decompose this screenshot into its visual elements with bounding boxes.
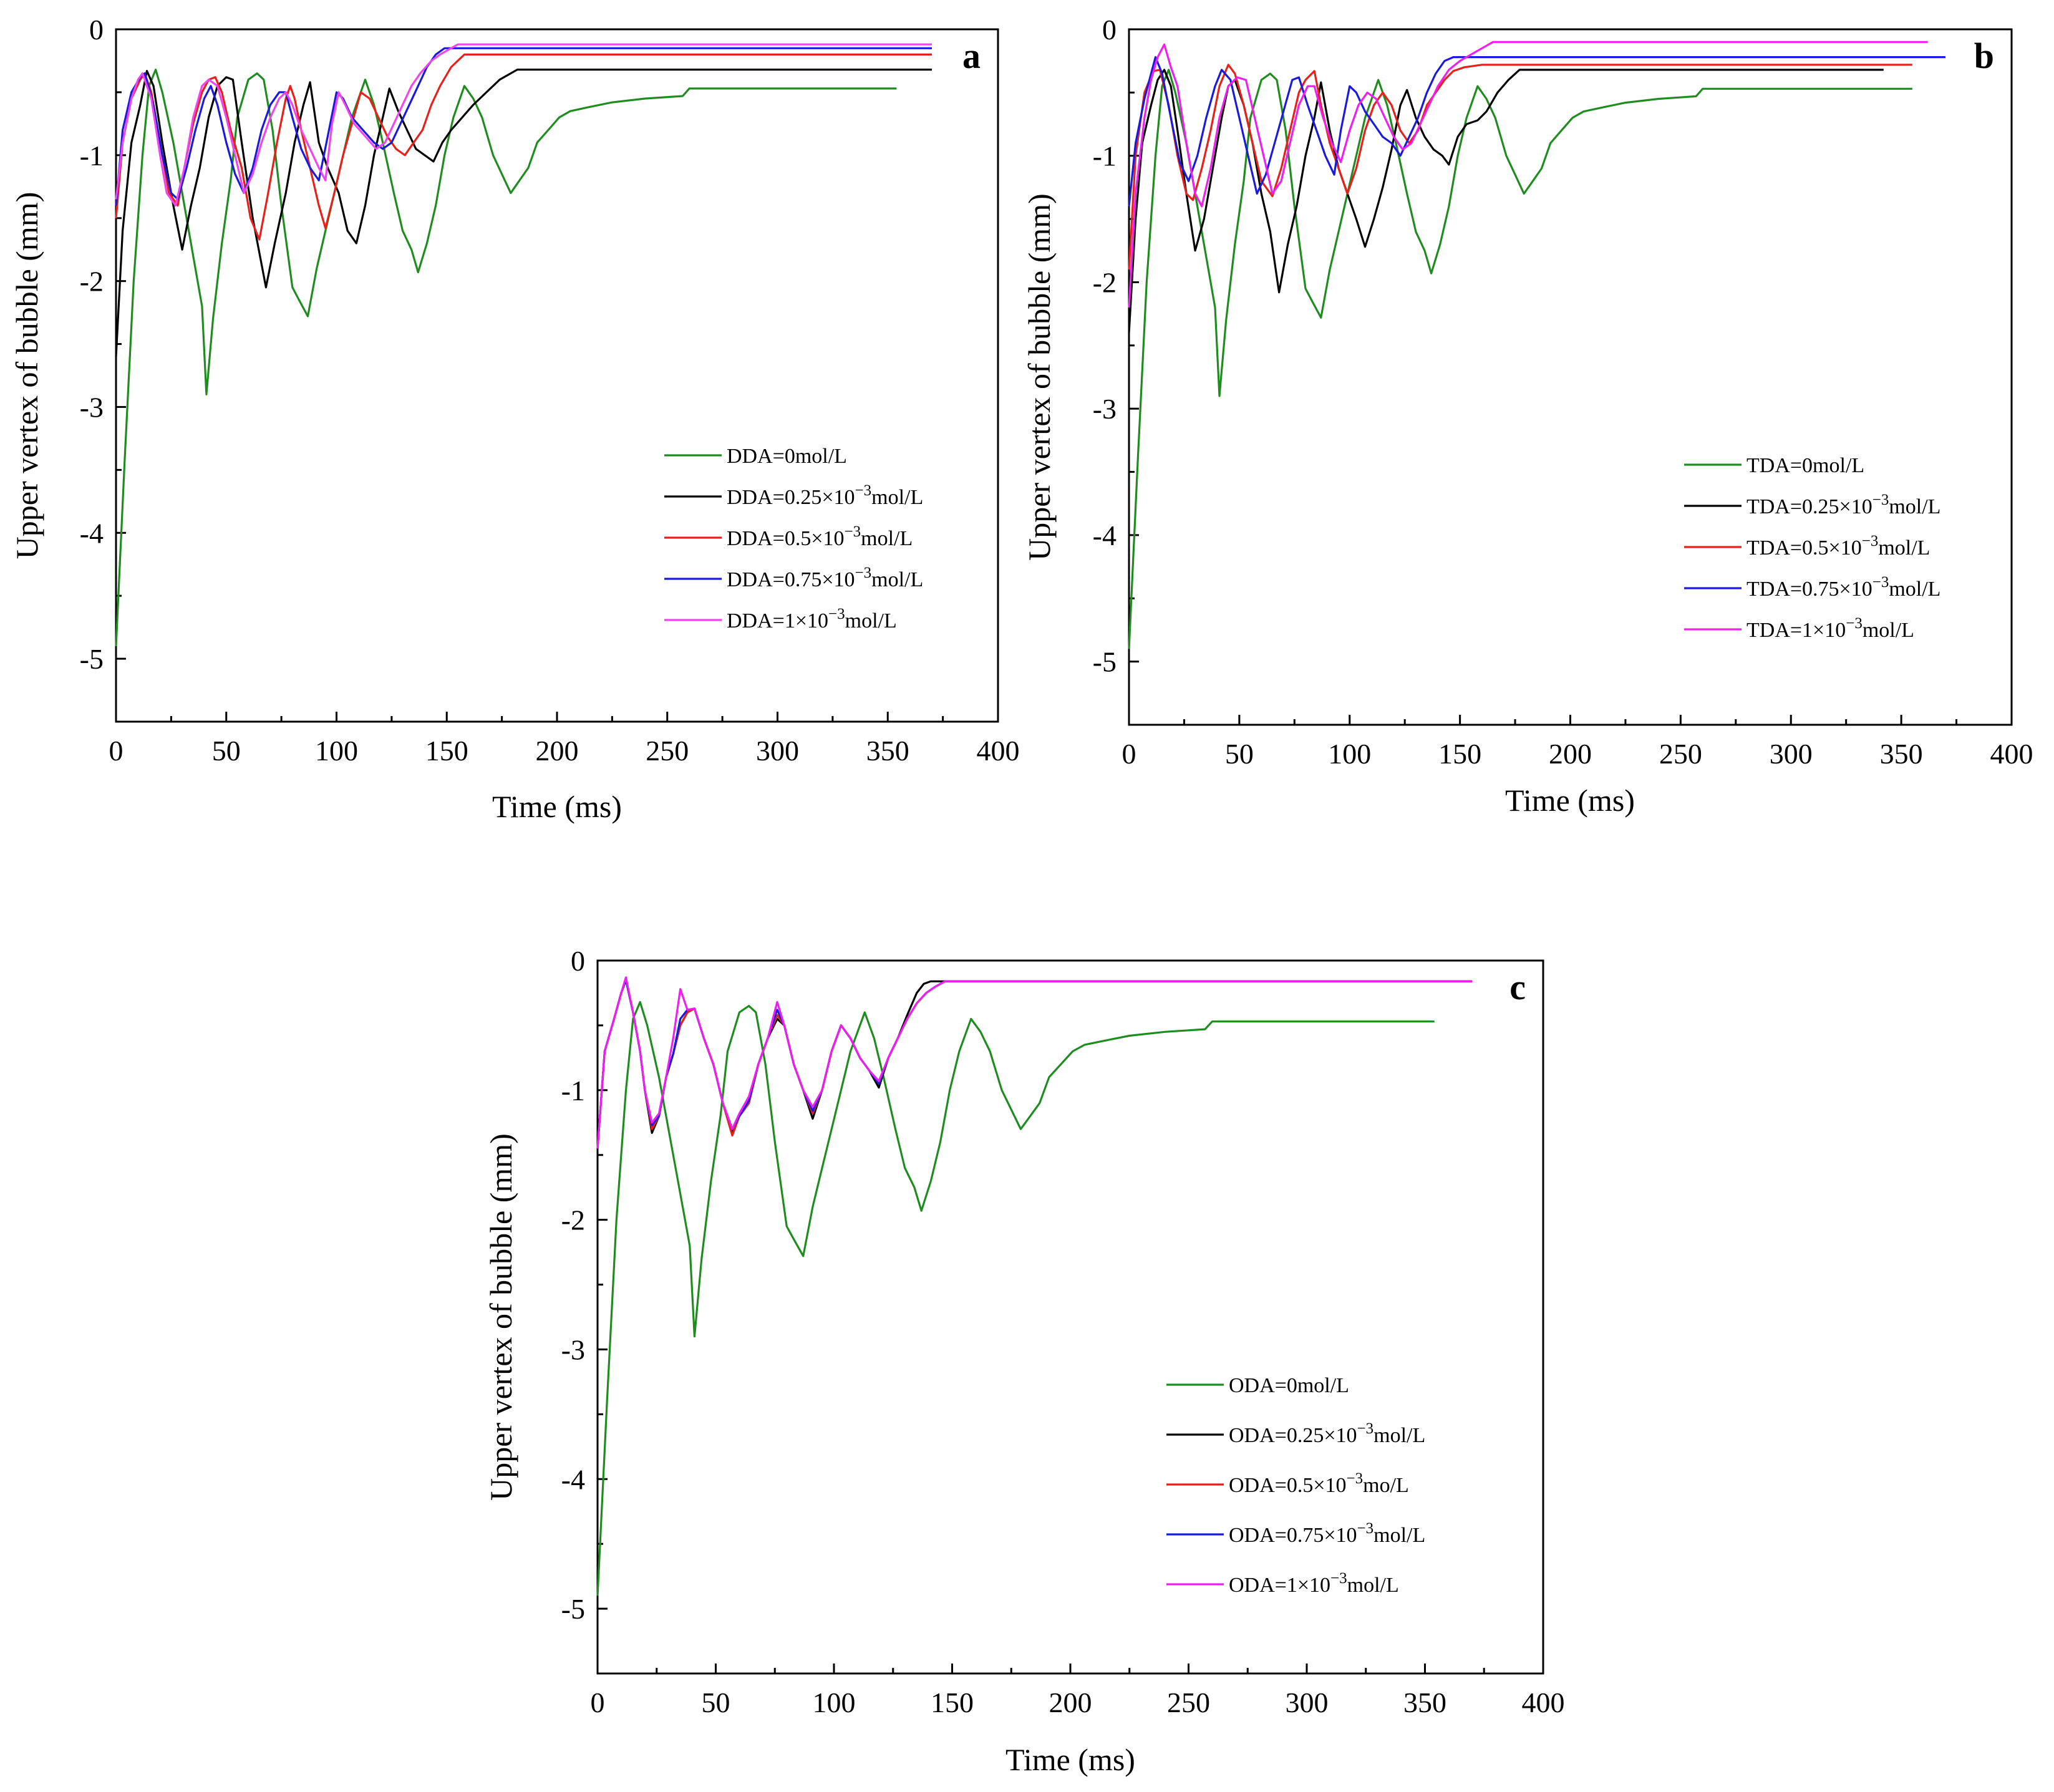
panel-a: 0 50 100 150 200 250 300 350 400 0 -1 -2 -3 -4 -5 Time … [9,14,1020,824]
x-tick-label: 0 [1122,738,1136,770]
panel-label: b [1974,36,1994,76]
panel-label: a [962,36,981,76]
x-tick-label: 150 [425,735,468,767]
y-tick-label: 0 [1102,14,1117,46]
legend-entry: TDA=0.5×10−3mol/L [1746,533,1930,559]
x-tick-label: 250 [646,735,689,767]
y-tick-label: -4 [561,1463,585,1495]
y-tick-label: -1 [80,140,104,172]
plot-frame [596,959,1544,1675]
y-tick-label: -2 [80,266,104,298]
legend-entry: ODA=0.25×10−3mol/L [1229,1420,1425,1447]
legend-entry: ODA=0.5×10−3mo/L [1229,1470,1409,1497]
x-tick-label: 350 [1403,1687,1446,1718]
y-tick-label: -4 [80,517,104,549]
legend-entry: DDA=1×10−3mol/L [727,606,897,632]
x-tick-label: 350 [866,735,909,767]
y-axis-title: Upper vertex of bubble (mm) [1022,193,1057,561]
x-axis-title: Time (ms) [492,789,622,824]
legend-entry: DDA=0.25×10−3mol/L [727,482,923,509]
legend-entry: TDA=1×10−3mol/L [1746,615,1914,642]
x-tick-label: 100 [1328,738,1371,770]
y-axis-title: Upper vertex of bubble (mm) [9,192,44,559]
series-line [1128,69,1884,333]
x-tick-label: 400 [977,735,1020,767]
y-tick-label: -2 [1093,266,1117,298]
y-tick-label: -2 [561,1204,585,1236]
x-tick-label: 300 [1286,1687,1329,1718]
series-line [115,43,932,207]
x-tick-label: 350 [1880,738,1923,770]
x-tick-label: 100 [315,735,358,767]
x-axis-title: Time (ms) [1005,1742,1135,1777]
legend-entry: TDA=0mol/L [1746,454,1864,477]
legend-entry: ODA=0.75×10−3mol/L [1229,1520,1425,1547]
x-tick-label: 0 [591,1687,605,1718]
legend-entry: ODA=0mol/L [1229,1374,1349,1397]
panel-label: c [1509,967,1526,1007]
legend-entry: DDA=0mol/L [727,445,847,468]
y-tick-label: 0 [571,945,585,977]
series-line [115,47,932,206]
series-line [1128,56,1945,206]
legend-entry: TDA=0.75×10−3mol/L [1746,574,1940,601]
y-tick-label: -1 [561,1075,585,1107]
y-tick-label: -4 [1093,520,1117,551]
y-tick-label: -3 [1093,393,1117,425]
series-line [1128,41,1928,308]
y-tick-label: -1 [1093,140,1117,172]
x-tick-label: 400 [1990,738,2033,770]
series-line [596,979,1473,1149]
x-tick-label: 200 [1049,1687,1092,1718]
y-tick-label: -5 [80,643,104,675]
x-tick-label: 50 [1225,738,1254,770]
series-line [1128,64,1912,270]
series-line [1128,69,1912,649]
y-tick-label: -3 [561,1334,585,1365]
x-tick-label: 200 [1549,738,1592,770]
y-tick-label: -3 [80,391,104,423]
x-tick-label: 300 [756,735,799,767]
x-tick-label: 250 [1659,738,1702,770]
series-line [115,69,932,357]
legend-entry: DDA=0.5×10−3mol/L [727,523,913,550]
y-tick-label: 0 [89,14,104,46]
x-tick-label: 400 [1522,1687,1565,1718]
legend-entry: ODA=1×10−3mol/L [1229,1570,1399,1597]
series-line [596,976,1473,1149]
x-tick-label: 50 [212,735,241,767]
x-tick-label: 50 [702,1687,730,1718]
panel-b: 0 50 100 150 200 250 300 350 400 0 -1 -2 -3 -4 -5 Time … [1022,14,2033,818]
series-line [115,69,897,646]
x-axis-title: Time (ms) [1505,783,1635,818]
series-line [596,1000,1435,1596]
legend-entry: DDA=0.75×10−3mol/L [727,564,923,591]
x-tick-label: 100 [813,1687,856,1718]
x-tick-label: 300 [1770,738,1813,770]
y-tick-label: -5 [1093,646,1117,678]
x-tick-label: 250 [1167,1687,1210,1718]
x-tick-label: 0 [109,735,124,767]
x-tick-label: 150 [1438,738,1481,770]
x-tick-label: 150 [931,1687,974,1718]
x-tick-label: 200 [536,735,579,767]
panel-c: 0 50 100 150 200 250 300 350 400 0 -1 -2 -3 -4 -5 Time … [483,945,1565,1777]
y-tick-label: -5 [561,1593,585,1625]
y-axis-title: Upper vertex of bubble (mm) [483,1133,518,1501]
series-line [115,53,932,241]
legend-entry: TDA=0.25×10−3mol/L [1746,492,1940,518]
